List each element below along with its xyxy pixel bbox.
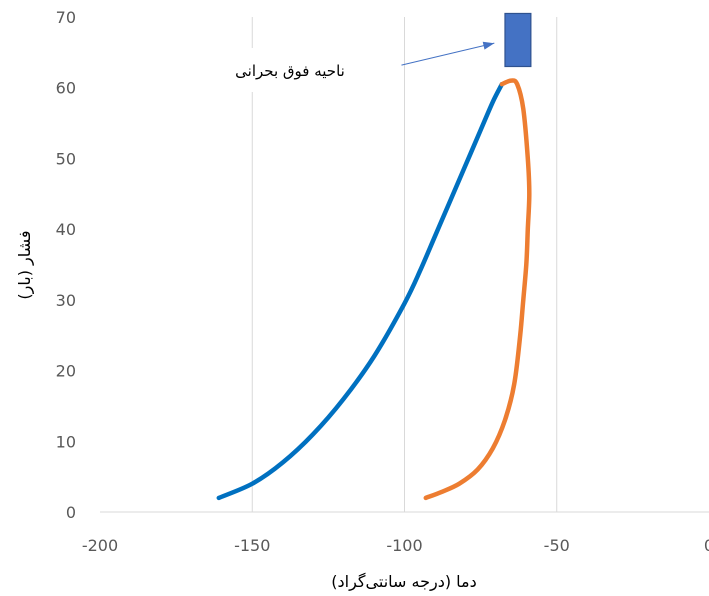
- y-tick-label: 20: [56, 362, 76, 381]
- annotation-group: ناحیه فوق بحرانی: [192, 12, 532, 92]
- y-tick-label: 10: [56, 432, 76, 451]
- x-tick-label: -150: [234, 536, 270, 555]
- y-axis-ticks: 0 10 20 30 40 50 60 70: [56, 8, 76, 522]
- annotation-label: ناحیه فوق بحرانی: [235, 62, 345, 80]
- y-tick-label: 60: [56, 79, 76, 98]
- supercritical-region-box: [504, 12, 532, 68]
- annotation-arrowhead: [482, 41, 495, 50]
- x-tick-label: -100: [386, 536, 422, 555]
- y-tick-label: 30: [56, 291, 76, 310]
- blue-curve-series: [216, 81, 505, 501]
- annotation-label-background: [192, 48, 388, 92]
- gridlines: [100, 17, 709, 513]
- annotation-arrow: [401, 42, 495, 66]
- y-tick-label: 40: [56, 220, 76, 239]
- y-tick-label: 0: [66, 503, 76, 522]
- series-group: [216, 78, 532, 501]
- x-axis-label: دما (درجه سانتی‌گراد): [331, 572, 476, 592]
- y-tick-label: 70: [56, 8, 76, 27]
- orange-curve-series: [423, 78, 532, 501]
- x-tick-label: -50: [544, 536, 570, 555]
- x-tick-label: 0: [704, 536, 709, 555]
- y-axis-label: فشار (بار): [15, 230, 35, 299]
- x-tick-label: -200: [82, 536, 118, 555]
- y-tick-label: 50: [56, 149, 76, 168]
- x-axis-ticks: -200 -150 -100 -50 0: [82, 536, 709, 555]
